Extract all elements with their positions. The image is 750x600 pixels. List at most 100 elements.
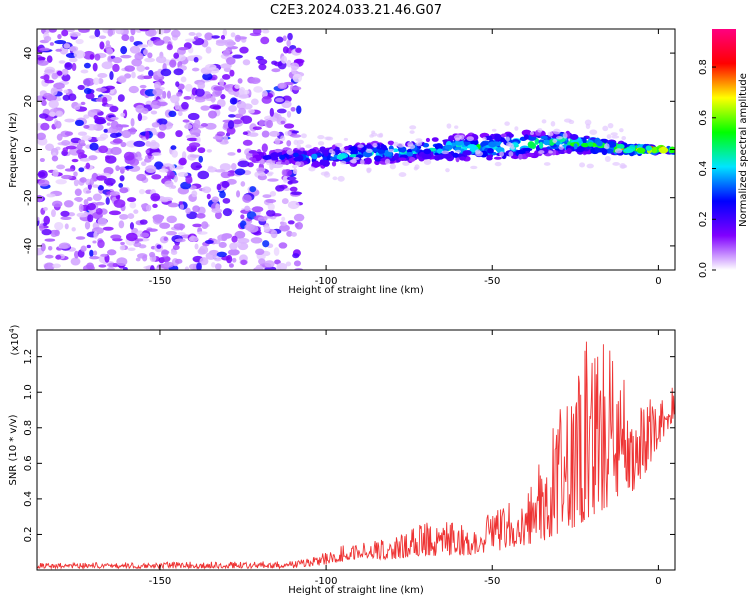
- noise-blob: [150, 193, 161, 202]
- halo-blob: [508, 151, 514, 157]
- noise-blob: [205, 252, 217, 260]
- noise-blob: [240, 115, 253, 124]
- noise-blob: [83, 114, 90, 119]
- noise-blob: [168, 110, 177, 118]
- noise-blob: [94, 201, 105, 206]
- noise-blob: [83, 62, 91, 69]
- noise-blob: [97, 72, 108, 79]
- signal-blob: [311, 161, 322, 168]
- noise-blob: [76, 144, 83, 150]
- noise-blob: [153, 39, 165, 46]
- colorbar-tick-label: 0.2: [698, 211, 709, 227]
- signal-blob: [534, 138, 540, 145]
- noise-blob: [46, 55, 53, 63]
- noise-blob: [281, 216, 286, 222]
- halo-blob: [494, 161, 502, 167]
- noise-blob: [242, 131, 248, 136]
- x-tick-label: -50: [484, 276, 500, 287]
- noise-blob: [145, 130, 150, 140]
- noise-blob: [120, 54, 132, 59]
- noise-blob: [149, 265, 155, 270]
- halo-blob: [445, 168, 450, 173]
- noise-blob: [252, 29, 262, 35]
- noise-blob: [139, 219, 148, 225]
- noise-blob: [116, 257, 128, 267]
- snr-y-ticks: 0.2 0.4 0.6 0.8 1.0 1.2: [23, 349, 675, 542]
- signal-blob: [322, 156, 328, 161]
- noise-blob: [96, 136, 107, 141]
- noise-blob: [154, 161, 164, 170]
- halo-blob: [378, 132, 384, 138]
- noise-blob: [101, 61, 113, 70]
- noise-blob: [135, 238, 144, 242]
- noise-blob: [38, 171, 46, 178]
- noise-blob: [56, 133, 63, 141]
- signal-blob: [596, 140, 603, 147]
- signal-blob: [349, 146, 358, 152]
- noise-blob: [107, 266, 115, 270]
- noise-blob: [197, 81, 206, 90]
- halo-blob: [505, 136, 510, 142]
- noise-blob: [193, 56, 199, 63]
- noise-blob: [173, 223, 186, 230]
- noise-blob: [227, 249, 240, 256]
- noise-blob: [78, 139, 86, 145]
- noise-blob: [47, 246, 53, 251]
- noise-blob: [44, 66, 56, 75]
- noise-blob: [250, 237, 263, 244]
- signal-blob: [576, 146, 585, 153]
- noise-blob: [211, 196, 219, 203]
- signal-blob: [645, 145, 653, 151]
- halo-blob: [305, 144, 312, 149]
- noise-blob: [112, 57, 123, 64]
- signal-blob: [311, 153, 318, 160]
- signal-blob: [308, 148, 317, 155]
- spectrogram-y-label: Frequency (Hz): [8, 112, 19, 188]
- noise-blob: [142, 254, 148, 262]
- signal-blob: [569, 134, 579, 141]
- noise-blob: [172, 244, 180, 250]
- noise-blob: [97, 217, 108, 226]
- signal-blob: [587, 141, 594, 147]
- snr-frame: [36, 329, 676, 571]
- signal-blob: [516, 149, 526, 154]
- noise-blob: [219, 190, 226, 199]
- noise-blob: [285, 261, 292, 267]
- halo-blob: [558, 145, 564, 150]
- noise-blob: [189, 128, 201, 136]
- noise-blob: [46, 193, 56, 198]
- signal-blob: [421, 152, 432, 160]
- halo-blob: [388, 148, 395, 153]
- noise-blob: [93, 250, 98, 256]
- noise-blob: [227, 173, 235, 177]
- noise-blob: [197, 170, 210, 180]
- colorbar: 0.0 0.2 0.4 0.6 0.8 Normalized spectral ampl…: [698, 29, 749, 278]
- signal-blob: [423, 148, 432, 155]
- noise-blob: [83, 124, 90, 129]
- noise-blob: [93, 115, 99, 121]
- y-tick-label: 0.2: [23, 526, 34, 542]
- noise-blob: [220, 35, 226, 40]
- noise-blob: [174, 238, 186, 243]
- noise-blob: [117, 94, 125, 102]
- halo-blob: [350, 158, 357, 164]
- noise-blob: [257, 58, 268, 65]
- noise-blob: [67, 212, 76, 217]
- noise-blob: [74, 119, 85, 127]
- noise-blob: [161, 255, 171, 263]
- noise-blob: [175, 130, 183, 138]
- y-tick-label: -40: [23, 238, 34, 254]
- noise-blob: [210, 95, 216, 103]
- noise-blob: [95, 208, 103, 215]
- halo-blob: [610, 132, 618, 136]
- noise-blob: [211, 261, 216, 268]
- noise-blob: [220, 171, 232, 179]
- noise-blob: [138, 188, 146, 195]
- noise-blob: [70, 257, 81, 266]
- noise-blob: [152, 88, 164, 96]
- noise-blob: [166, 215, 177, 224]
- noise-blob: [155, 55, 167, 64]
- noise-blob: [290, 191, 303, 196]
- noise-blob: [191, 190, 198, 198]
- noise-blob: [211, 35, 220, 39]
